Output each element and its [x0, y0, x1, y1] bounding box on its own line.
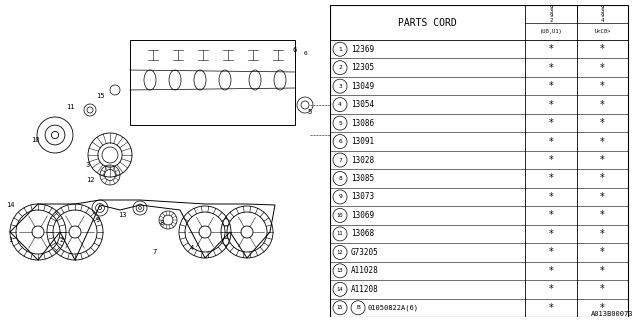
Text: *: *	[548, 284, 554, 294]
Text: 12369: 12369	[351, 45, 374, 54]
Text: 4: 4	[190, 245, 194, 251]
Text: *: *	[548, 137, 554, 147]
Text: 6: 6	[303, 51, 307, 56]
Text: B: B	[356, 305, 360, 310]
Text: 14: 14	[6, 202, 14, 208]
Text: (U0,U1): (U0,U1)	[540, 29, 563, 34]
Text: *: *	[600, 81, 605, 91]
Text: *: *	[548, 155, 554, 165]
Text: 1: 1	[8, 237, 12, 243]
Text: 13085: 13085	[351, 174, 374, 183]
Text: 13068: 13068	[351, 229, 374, 238]
Text: 9: 9	[96, 217, 100, 223]
Text: 5: 5	[308, 109, 312, 115]
Text: 13028: 13028	[351, 156, 374, 164]
Text: *: *	[548, 192, 554, 202]
Text: 12: 12	[86, 177, 94, 183]
Text: *: *	[600, 118, 605, 128]
Text: 10: 10	[31, 137, 39, 143]
Text: *: *	[600, 211, 605, 220]
Text: PARTS CORD: PARTS CORD	[398, 18, 457, 28]
Text: *: *	[600, 247, 605, 257]
Text: 13054: 13054	[351, 100, 374, 109]
Text: A013B00073: A013B00073	[591, 311, 634, 317]
Text: *: *	[600, 303, 605, 313]
Text: 13091: 13091	[351, 137, 374, 146]
Text: 3: 3	[338, 84, 342, 89]
Text: *: *	[548, 81, 554, 91]
Text: 12: 12	[337, 250, 343, 255]
Text: *: *	[600, 63, 605, 73]
Text: *: *	[548, 303, 554, 313]
Text: 7: 7	[153, 249, 157, 255]
Text: 9
3
9
4: 9 3 9 4	[601, 5, 604, 23]
Text: 13069: 13069	[351, 211, 374, 220]
Text: 13: 13	[337, 268, 343, 273]
Text: *: *	[600, 137, 605, 147]
Text: *: *	[548, 173, 554, 183]
Text: 8: 8	[160, 220, 164, 226]
Text: *: *	[548, 63, 554, 73]
Text: 2: 2	[338, 65, 342, 70]
Text: G73205: G73205	[351, 248, 379, 257]
Text: 9: 9	[338, 195, 342, 199]
Text: *: *	[600, 100, 605, 110]
Text: *: *	[600, 155, 605, 165]
Text: *: *	[548, 100, 554, 110]
Text: 13: 13	[118, 212, 126, 218]
Text: 8: 8	[338, 176, 342, 181]
Text: *: *	[548, 211, 554, 220]
Text: 9
3
9
2: 9 3 9 2	[549, 5, 552, 23]
Text: A11208: A11208	[351, 285, 379, 294]
Text: *: *	[600, 284, 605, 294]
Text: *: *	[600, 229, 605, 239]
Text: A11028: A11028	[351, 266, 379, 275]
Text: 10: 10	[337, 213, 343, 218]
Text: 6: 6	[293, 47, 297, 53]
Text: *: *	[548, 229, 554, 239]
Text: 6: 6	[338, 139, 342, 144]
Text: *: *	[548, 44, 554, 54]
Text: 11: 11	[66, 104, 74, 110]
Text: 11: 11	[337, 231, 343, 236]
Text: 2: 2	[60, 237, 64, 243]
Text: 5: 5	[338, 121, 342, 126]
Text: 15: 15	[337, 305, 343, 310]
Text: 13049: 13049	[351, 82, 374, 91]
Text: 12305: 12305	[351, 63, 374, 72]
Text: *: *	[600, 44, 605, 54]
Text: 15: 15	[96, 93, 104, 99]
Text: 3: 3	[86, 162, 90, 168]
Text: *: *	[548, 118, 554, 128]
Text: 14: 14	[337, 287, 343, 292]
Text: U<C0>: U<C0>	[595, 29, 611, 34]
Text: 01050822A(6): 01050822A(6)	[367, 305, 418, 311]
Text: *: *	[548, 266, 554, 276]
Text: 4: 4	[338, 102, 342, 107]
Text: 7: 7	[338, 157, 342, 163]
Text: *: *	[600, 173, 605, 183]
Text: *: *	[600, 266, 605, 276]
Text: *: *	[548, 247, 554, 257]
Text: 13073: 13073	[351, 192, 374, 202]
Text: 13086: 13086	[351, 119, 374, 128]
Text: *: *	[600, 192, 605, 202]
Text: 1: 1	[338, 47, 342, 52]
